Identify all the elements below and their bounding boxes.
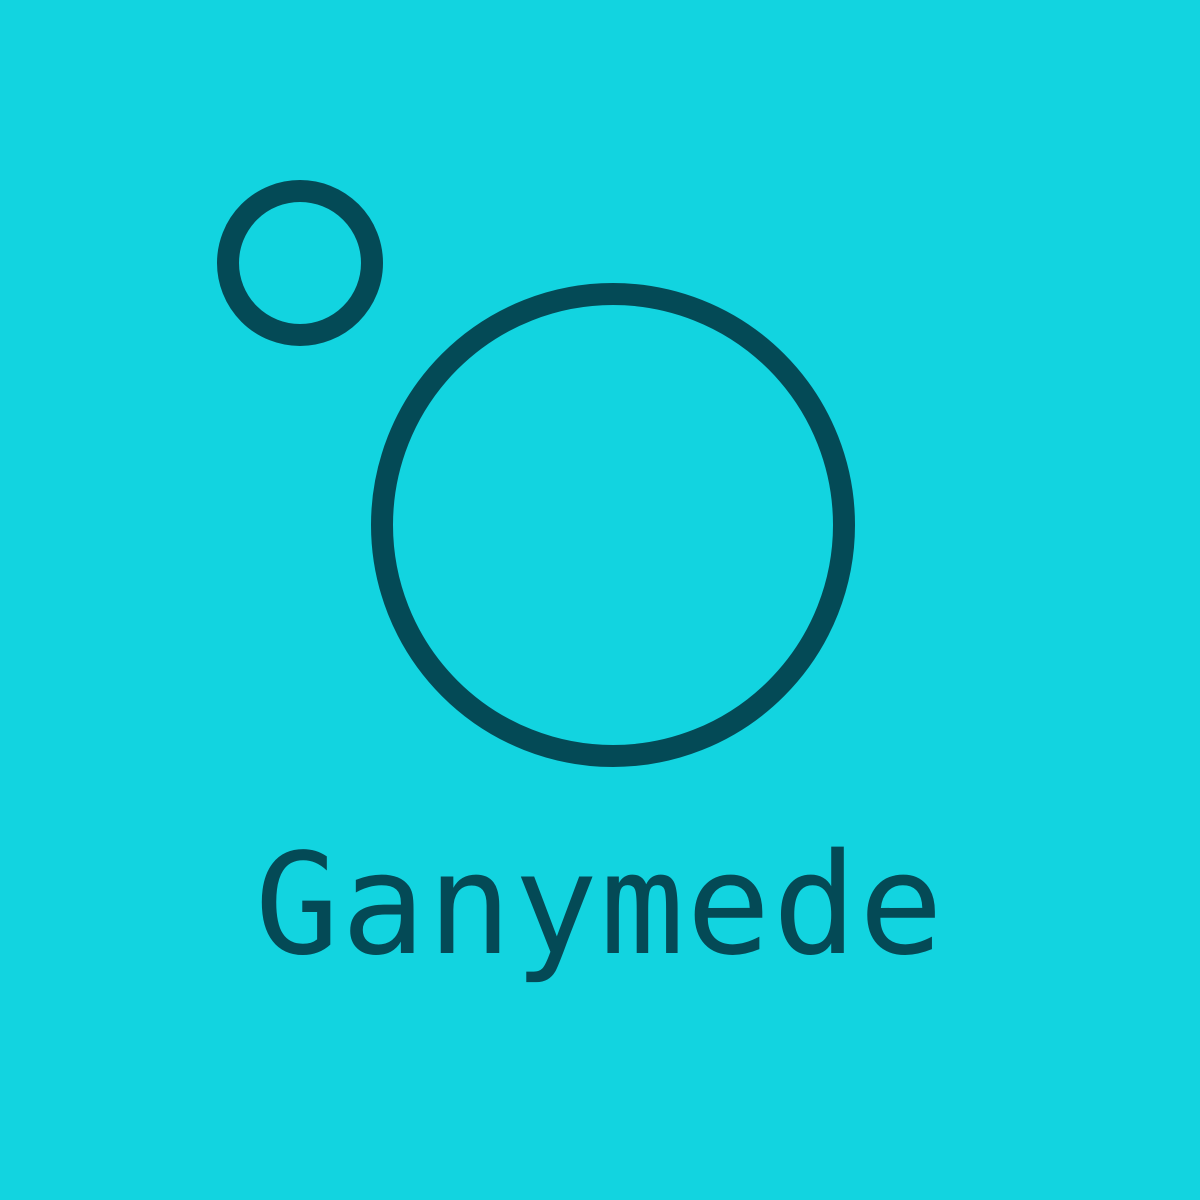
brand-wordmark: Ganymede <box>254 824 946 987</box>
moon-circle-icon <box>217 180 383 346</box>
planet-circle-icon <box>371 283 855 767</box>
